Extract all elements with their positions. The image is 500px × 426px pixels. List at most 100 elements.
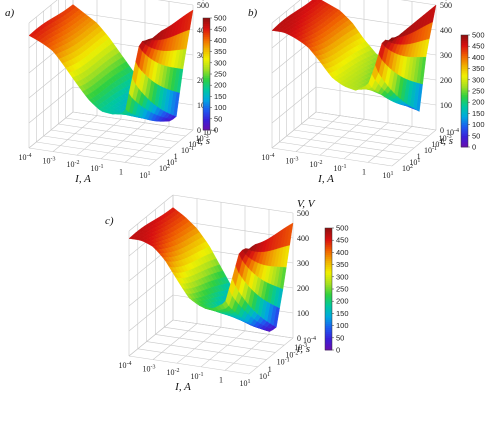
x-tick-label: 10-4 <box>19 153 32 162</box>
grid-line <box>50 129 172 149</box>
colorbar-segment <box>461 74 468 77</box>
colorbar-segment <box>461 96 468 99</box>
colorbar-segment <box>203 53 210 56</box>
colorbar-segment <box>461 40 468 43</box>
colorbar-segment <box>461 115 468 118</box>
colorbar-segment <box>461 38 468 41</box>
grid-line <box>128 355 250 375</box>
z-tick-label: 500 <box>297 209 309 218</box>
colorbar-segment <box>325 234 332 237</box>
colorbar-tick-label: 400 <box>472 53 485 62</box>
z-tick-label: 200 <box>297 284 309 293</box>
grid-line <box>164 326 285 346</box>
colorbar-segment <box>461 109 468 112</box>
colorbar-segment <box>325 301 332 304</box>
colorbar-segment <box>203 21 210 24</box>
colorbar-segment <box>325 323 332 326</box>
x-axis-title: I, A <box>74 173 91 185</box>
grid-line <box>72 111 194 131</box>
colorbar-tick-label: 400 <box>214 36 227 45</box>
x-axis: 10-4 10-3 10-2 10-1 1 101 I, A <box>19 153 151 185</box>
colorbar-segment <box>203 57 210 60</box>
colorbar-segment <box>203 31 210 34</box>
colorbar-segment <box>203 40 210 43</box>
colorbar-segment <box>325 305 332 308</box>
colorbar-segment <box>461 36 468 40</box>
y-tick-label: 1 <box>417 152 421 161</box>
z-tick-label: 400 <box>297 234 309 243</box>
colorbar-segment <box>203 18 210 21</box>
colorbar-segment <box>461 83 468 86</box>
x-tick-label: 1 <box>219 375 223 384</box>
colorbar-segment <box>203 29 210 32</box>
grid-line <box>315 111 437 131</box>
colorbar-segment <box>203 102 210 105</box>
x-tick-label: 10-1 <box>91 164 104 173</box>
x-tick-label: 10-3 <box>286 157 299 166</box>
colorbar-segment <box>203 113 210 116</box>
colorbar-segment <box>325 246 332 249</box>
colorbar-segment <box>325 252 332 255</box>
colorbar-tick-label: 500 <box>336 224 349 233</box>
colorbar-segment <box>325 236 332 239</box>
y-tick-label: 10-3 <box>294 343 307 352</box>
colorbar-segment <box>203 68 210 71</box>
panel-label: c) <box>105 215 114 227</box>
colorbar-segment <box>325 260 332 263</box>
colorbar-segment <box>325 286 332 290</box>
colorbar-segment <box>325 297 332 300</box>
colorbar-segment <box>325 331 332 335</box>
grid-line <box>176 326 222 364</box>
colorbar-tick-label: 0 <box>472 143 476 152</box>
grid-line <box>128 194 174 232</box>
colorbar-segment <box>461 137 468 140</box>
y-tick-label: 10-2 <box>285 350 298 359</box>
colorbar-segment <box>325 232 332 235</box>
y-tick-label: 1 <box>174 152 178 161</box>
z-tick-label: 100 <box>440 101 452 110</box>
z-tick-label: 500 <box>440 1 452 10</box>
colorbar-segment <box>203 88 210 92</box>
colorbar-segment <box>203 25 210 28</box>
colorbar-segment <box>461 92 468 96</box>
colorbar-segment <box>461 57 468 60</box>
colorbar-segment <box>461 35 468 38</box>
colorbar-segment <box>203 116 210 120</box>
colorbar-segment <box>461 107 468 111</box>
colorbar-segment <box>325 228 332 231</box>
colorbar-segment <box>203 55 210 58</box>
panel-label: a) <box>5 7 15 19</box>
colorbar-segment <box>461 130 468 133</box>
colorbar-segment <box>325 309 332 312</box>
colorbar-segment <box>461 89 468 92</box>
colorbar-tick-label: 150 <box>472 109 485 118</box>
colorbar-segment <box>461 94 468 97</box>
colorbar-segment <box>325 313 332 316</box>
x-tick-label: 10-3 <box>143 365 156 374</box>
z-tick-label: 0 <box>197 126 201 135</box>
y-tick-label: 101 <box>166 158 177 167</box>
x-tick-label: 10-1 <box>334 164 347 173</box>
z-tick-label: 100 <box>297 309 309 318</box>
colorbar-tick-label: 250 <box>472 87 485 96</box>
surface <box>128 207 294 332</box>
z-tick-label: 0 <box>440 126 444 135</box>
y-tick-label: 10-1 <box>424 146 437 155</box>
colorbar-segment <box>203 128 210 131</box>
x-tick-label: 101 <box>383 171 394 180</box>
colorbar: 0 50 100 150 200 250 300 350 400 450 500 <box>460 31 485 152</box>
colorbar-segment <box>203 46 210 49</box>
colorbar-segment <box>461 102 468 105</box>
colorbar-segment <box>325 250 332 253</box>
colorbar-segment <box>203 83 210 86</box>
x-tick-label: 1 <box>119 167 123 176</box>
colorbar-segment <box>325 319 332 322</box>
colorbar-segment <box>325 333 332 337</box>
y-tick-label: 101 <box>259 372 270 381</box>
colorbar-segment <box>203 79 210 82</box>
colorbar-segment <box>461 85 468 88</box>
colorbar-segment <box>325 327 332 331</box>
